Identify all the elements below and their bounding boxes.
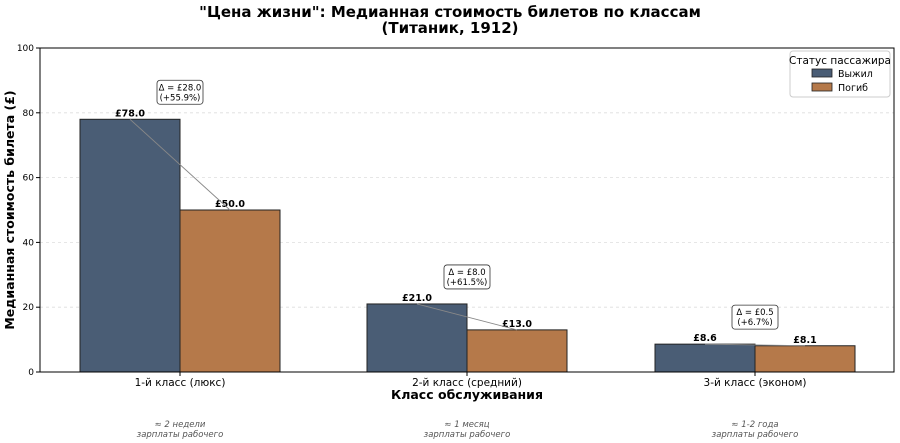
delta-box [156, 79, 204, 105]
y-tick-label: 0 [28, 368, 34, 378]
x-tick-label: 2-й класс (средний) [412, 377, 522, 389]
wage-note-line1: ≈ 2 недели [155, 420, 206, 430]
bar-value-label: £78.0 [115, 108, 145, 119]
delta-percent: (+55.9%) [160, 93, 201, 103]
y-axis-label: Медианная стоимость билета (£) [2, 90, 17, 329]
delta-annotations: Δ = £28.0(+55.9%) Δ = £8.0(+61.5%) Δ = £0.… [156, 79, 779, 330]
wage-note-line2: зарплаты рабочего [137, 430, 224, 440]
y-tick-label: 80 [23, 109, 35, 119]
delta-connector [416, 303, 518, 331]
y-axis-ticks: 0 20 40 60 80 100 [17, 44, 40, 378]
chart-title-line1: "Цена жизни": Медианная стоимость билето… [199, 3, 701, 21]
x-tick-label: 1-й класс (люкс) [135, 377, 226, 389]
plot-frame [39, 47, 895, 373]
legend-swatch-survived [811, 68, 833, 78]
legend-swatch-died [811, 82, 833, 92]
bar-died [754, 345, 856, 373]
delta-value: Δ = £28.0 [159, 83, 202, 93]
y-tick-label: 20 [23, 303, 35, 313]
delta-box [731, 304, 779, 330]
legend-label-died: Погиб [838, 83, 868, 94]
x-axis-label: Класс обслуживания [391, 387, 543, 402]
bar-value-label: £50.0 [215, 199, 245, 210]
delta-percent: (+6.7%) [737, 318, 772, 328]
y-tick-label: 40 [23, 238, 35, 248]
wage-note-line1: ≈ 1 месяц [444, 420, 489, 430]
bar-value-label: £13.0 [502, 319, 532, 330]
bar-value-label: £8.1 [793, 335, 816, 346]
bar-survived [654, 343, 756, 373]
legend-label-survived: Выжил [838, 69, 873, 80]
delta-connectors [129, 118, 806, 347]
delta-connector [129, 118, 231, 211]
bar-value-label: £21.0 [402, 293, 432, 304]
legend: Статус пассажира Выжил Погиб [789, 50, 891, 98]
y-tick-label: 100 [17, 44, 34, 54]
delta-value: Δ = £8.0 [448, 268, 485, 278]
bar-survived [79, 118, 181, 373]
delta-box [443, 264, 491, 290]
bar-value-label: £8.6 [693, 333, 717, 344]
bars: £78.0 £50.0 £21.0 £13.0 £8.6 £8.1 [79, 108, 856, 373]
x-axis-ticks: 1-й класс (люкс) 2-й класс (средний) 3-й к… [135, 372, 807, 389]
delta-value: Δ = £0.5 [736, 308, 773, 318]
x-tick-label: 3-й класс (эконом) [704, 377, 807, 389]
delta-percent: (+61.5%) [447, 278, 488, 288]
wage-note-line2: зарплаты рабочего [712, 430, 799, 440]
wage-note-line2: зарплаты рабочего [424, 430, 511, 440]
bar-died [466, 329, 568, 373]
bar-died [179, 209, 281, 373]
bar-survived [366, 303, 468, 373]
chart-title-line2: (Титаник, 1912) [382, 19, 519, 37]
wage-note-line1: ≈ 1-2 года [731, 420, 778, 430]
y-tick-label: 60 [23, 174, 35, 184]
delta-connector [704, 343, 806, 347]
legend-title: Статус пассажира [789, 55, 891, 67]
